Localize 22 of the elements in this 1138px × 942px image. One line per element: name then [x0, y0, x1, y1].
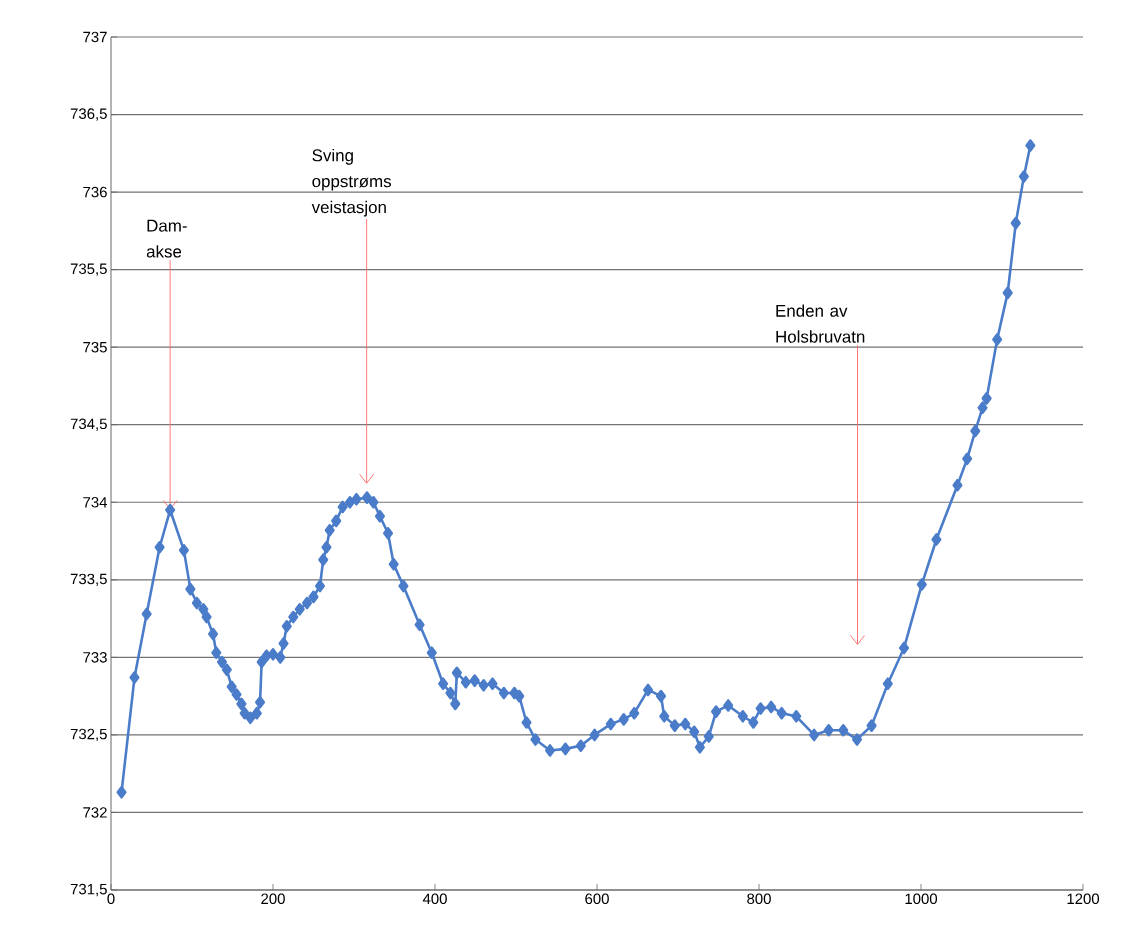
x-tick-label: 600 [585, 893, 609, 905]
x-tick-label: 1200 [1067, 893, 1100, 905]
annotation: Enden av Holsbruvatn [776, 304, 865, 343]
y-tick-label: 733 [83, 652, 107, 663]
y-tick-label: 736 [83, 186, 107, 198]
y-tick-label: 734,5 [70, 418, 107, 431]
y-tick-label: 732,5 [70, 728, 107, 742]
y-tick-label: 735 [83, 341, 107, 353]
x-tick-label: 200 [261, 893, 285, 905]
x-tick-label: 800 [747, 893, 771, 905]
y-tick-label: 734 [83, 496, 108, 508]
x-tick-label: 400 [422, 893, 447, 905]
x-tick-label: 0 [107, 893, 115, 905]
y-tick-label: 735,5 [70, 263, 107, 276]
y-tick-label: 737 [83, 31, 107, 43]
y-tick-label: 731,5 [70, 883, 107, 897]
annotation: Sving oppstrøms veistasjon [311, 148, 392, 217]
annotation: Dam-akse [146, 219, 187, 258]
x-tick-label: 1000 [905, 893, 938, 905]
y-tick-label: 732 [83, 807, 107, 818]
y-tick-label: 736,5 [70, 108, 107, 121]
y-tick-label: 733,5 [70, 573, 107, 586]
